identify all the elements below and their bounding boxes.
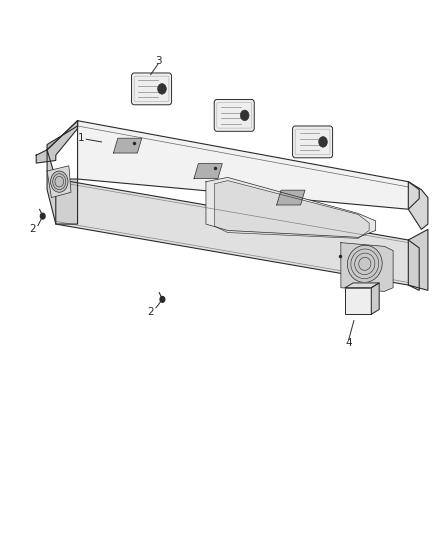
Polygon shape [345,288,371,314]
Polygon shape [371,283,379,314]
FancyBboxPatch shape [293,126,332,158]
Polygon shape [113,138,142,153]
Polygon shape [78,120,419,209]
Polygon shape [408,229,428,290]
Text: 2: 2 [29,224,36,235]
Polygon shape [341,243,393,292]
Polygon shape [47,120,78,150]
Text: 2: 2 [147,306,154,317]
FancyBboxPatch shape [214,100,254,131]
Polygon shape [408,182,428,229]
Polygon shape [194,164,222,179]
Polygon shape [47,150,78,224]
FancyBboxPatch shape [131,73,172,105]
Text: 1: 1 [78,133,85,143]
Polygon shape [345,283,379,288]
Circle shape [40,213,45,219]
Text: 4: 4 [346,338,352,349]
Polygon shape [277,190,305,205]
Ellipse shape [50,171,68,192]
Circle shape [160,296,165,302]
Circle shape [158,84,166,94]
Polygon shape [36,120,78,163]
Circle shape [319,136,327,147]
Text: 3: 3 [155,56,161,66]
Polygon shape [215,181,369,238]
Polygon shape [56,179,419,290]
Polygon shape [206,177,376,237]
Circle shape [240,110,249,120]
Polygon shape [47,166,71,198]
Ellipse shape [347,245,382,282]
